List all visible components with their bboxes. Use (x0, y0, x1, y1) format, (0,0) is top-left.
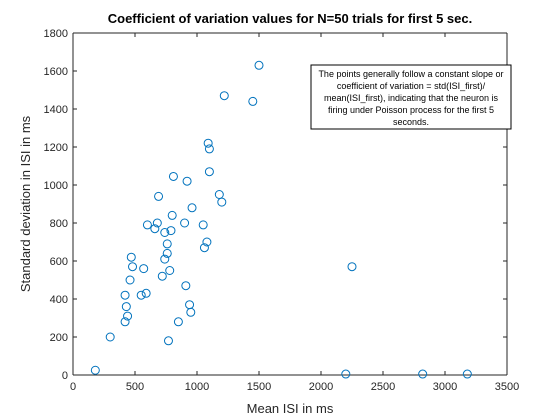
data-point (182, 176, 192, 186)
data-point (181, 281, 191, 291)
x-tick-label: 1500 (247, 381, 271, 393)
data-point (105, 332, 115, 342)
x-tick-label: 3500 (495, 381, 519, 393)
data-point (198, 220, 208, 230)
y-tick-label: 1400 (44, 104, 68, 116)
y-tick-label: 1600 (44, 66, 68, 78)
data-point (141, 288, 151, 298)
data-point (254, 60, 264, 70)
data-point (204, 144, 214, 154)
y-tick-label: 0 (62, 370, 68, 382)
y-tick-label: 200 (50, 332, 68, 344)
data-point (187, 203, 197, 213)
data-point (142, 220, 152, 230)
data-point (347, 262, 357, 272)
x-tick-label: 2000 (309, 381, 333, 393)
data-point (125, 275, 135, 285)
data-point (120, 317, 130, 327)
annotation-line-1: The points generally follow a constant s… (318, 69, 503, 79)
data-point (162, 239, 172, 249)
data-point (128, 262, 138, 272)
data-point (202, 237, 212, 247)
data-point (341, 369, 351, 379)
annotation-frame (310, 64, 512, 130)
data-point (120, 290, 130, 300)
data-point (165, 266, 175, 275)
data-point (180, 218, 190, 228)
data-point (204, 167, 214, 177)
data-point (152, 218, 162, 228)
chart-title: Coefficient of variation values for N=50… (108, 11, 472, 26)
y-tick-label: 600 (50, 256, 68, 268)
annotation-box: The points generally follow a constant s… (310, 64, 512, 130)
annotation-line-3: mean(ISI_first), indicating that the neu… (324, 93, 499, 103)
y-tick-label: 400 (50, 294, 68, 306)
data-point (154, 191, 164, 201)
data-point (185, 300, 195, 310)
annotation-line-4: firing under Poisson process for the fir… (328, 105, 494, 115)
data-point (214, 190, 224, 199)
x-tick-label: 3000 (433, 381, 457, 393)
data-point (248, 96, 258, 106)
data-point (217, 197, 227, 207)
data-point (160, 228, 170, 237)
data-point (199, 243, 209, 253)
x-tick-label: 1000 (185, 381, 209, 393)
y-tick-label: 1200 (44, 142, 68, 154)
data-point (136, 290, 146, 300)
data-point (168, 171, 178, 181)
data-point (157, 271, 167, 281)
data-point (418, 369, 428, 379)
data-point (219, 91, 229, 101)
annotation-line-5: seconds. (393, 117, 429, 127)
x-tick-label: 0 (70, 381, 76, 393)
data-point (126, 252, 136, 262)
data-point (163, 336, 173, 346)
data-point (123, 311, 133, 321)
data-point (173, 317, 183, 327)
y-tick-label: 1000 (44, 180, 68, 192)
data-point (160, 254, 170, 264)
x-tick-label: 2500 (371, 381, 395, 393)
data-point (203, 138, 213, 148)
scatter-points (90, 60, 472, 379)
plot-axes: 0 500 1000 1500 2000 2500 3000 3500 0 200 400 600 80… (44, 28, 520, 393)
annotation-line-2: coefficient of variation = std(ISI_first… (337, 81, 486, 91)
y-tick-label: 1800 (44, 28, 68, 40)
y-tick-label: 800 (50, 218, 68, 230)
x-tick-label: 500 (126, 381, 144, 393)
x-axis-label: Mean ISI in ms (247, 401, 334, 416)
data-point (166, 226, 176, 236)
y-axis-label: Standard deviation in ISI in ms (18, 115, 33, 292)
data-point (162, 248, 172, 258)
data-point (150, 224, 160, 234)
data-point (167, 210, 177, 220)
data-point (186, 307, 196, 317)
data-point (462, 369, 472, 379)
data-point (139, 264, 149, 274)
data-point (90, 365, 100, 375)
data-point (121, 302, 131, 312)
